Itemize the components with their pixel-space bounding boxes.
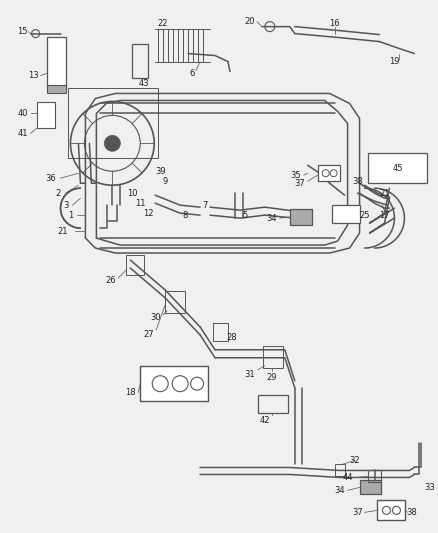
Text: 36: 36 [45, 174, 56, 183]
Text: 35: 35 [290, 171, 301, 180]
Bar [263, 346, 283, 368]
Text: 29: 29 [267, 373, 277, 382]
Text: 44: 44 [343, 473, 353, 482]
Bar [332, 205, 360, 223]
Bar [126, 255, 144, 275]
Text: 33: 33 [424, 483, 434, 492]
Bar [132, 44, 148, 78]
Bar [378, 500, 406, 520]
Text: 16: 16 [329, 19, 340, 28]
Text: 19: 19 [389, 57, 400, 66]
Text: 18: 18 [125, 388, 136, 397]
Bar [258, 394, 288, 413]
Text: 30: 30 [150, 313, 160, 322]
Bar [68, 88, 158, 158]
Circle shape [104, 135, 120, 151]
Text: 22: 22 [157, 19, 167, 28]
Text: 8: 8 [182, 211, 188, 220]
Text: 21: 21 [379, 189, 390, 198]
Text: 11: 11 [135, 199, 145, 208]
Text: 17: 17 [379, 211, 390, 220]
Bar [367, 471, 381, 482]
Text: 37: 37 [352, 508, 363, 517]
Text: 34: 34 [334, 486, 345, 495]
Bar [165, 291, 185, 313]
Text: 40: 40 [18, 109, 28, 118]
Text: 2: 2 [56, 189, 61, 198]
Text: 20: 20 [245, 17, 255, 26]
Text: 6: 6 [189, 69, 195, 78]
Bar [46, 37, 67, 88]
Bar [46, 85, 67, 93]
Text: 43: 43 [139, 79, 149, 88]
Text: 28: 28 [226, 333, 237, 342]
Text: 1: 1 [68, 211, 73, 220]
Text: 13: 13 [28, 71, 39, 80]
Text: 7: 7 [202, 200, 208, 209]
Text: 34: 34 [266, 214, 277, 223]
Text: 3: 3 [63, 200, 68, 209]
Text: 15: 15 [18, 27, 28, 36]
Bar [335, 464, 345, 477]
Bar [37, 102, 54, 128]
Text: 32: 32 [349, 456, 360, 465]
Bar [318, 165, 339, 181]
Text: 38: 38 [352, 177, 363, 185]
Text: 31: 31 [244, 370, 255, 379]
Text: 9: 9 [162, 177, 168, 185]
Bar [290, 209, 312, 225]
Text: 21: 21 [57, 227, 68, 236]
Text: 39: 39 [155, 167, 166, 176]
Bar [213, 323, 228, 341]
Text: 5: 5 [242, 211, 247, 220]
Text: 42: 42 [260, 416, 270, 425]
Text: 12: 12 [143, 208, 153, 217]
Text: 41: 41 [18, 129, 28, 138]
Text: 26: 26 [105, 277, 116, 286]
Text: 27: 27 [143, 330, 154, 340]
Text: 10: 10 [127, 189, 138, 198]
Text: 38: 38 [406, 508, 417, 517]
Bar [367, 154, 427, 183]
Text: 45: 45 [392, 164, 403, 173]
Bar [360, 480, 381, 495]
Text: 37: 37 [294, 179, 305, 188]
Text: 25: 25 [359, 211, 370, 220]
Bar [140, 366, 208, 401]
